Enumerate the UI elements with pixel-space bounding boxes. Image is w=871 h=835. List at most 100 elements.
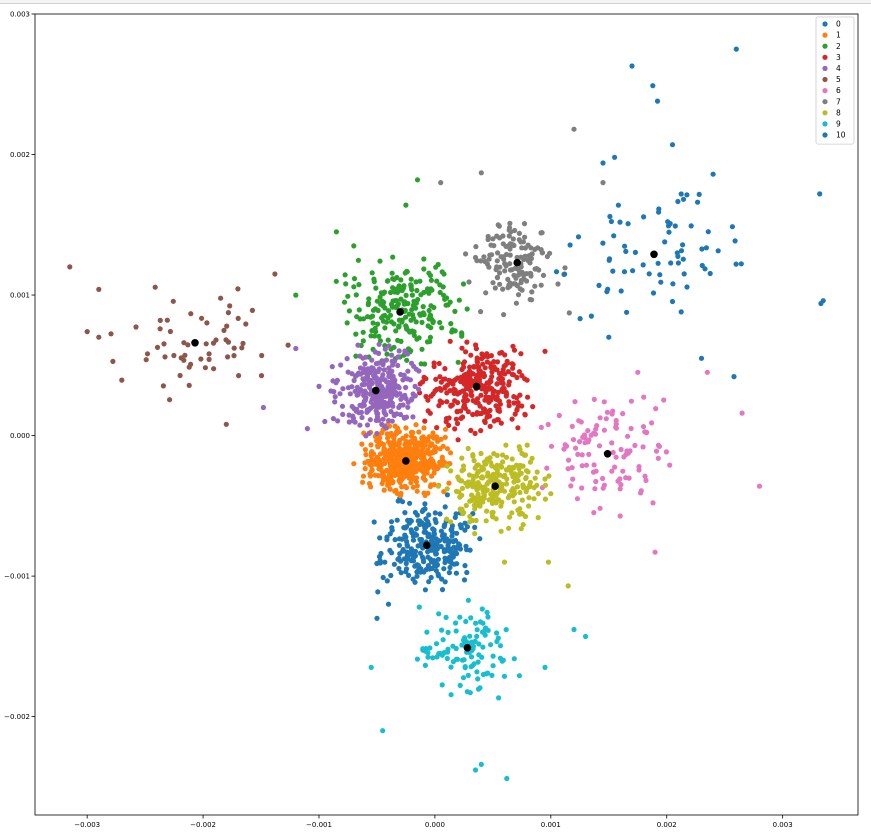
point-series-6 [642, 473, 648, 479]
point-series-9 [453, 620, 459, 626]
point-series-8 [490, 471, 496, 477]
point-series-3 [483, 388, 489, 394]
point-series-10 [608, 218, 615, 225]
point-series-7 [519, 287, 525, 293]
point-series-8 [476, 500, 483, 506]
point-series-4 [328, 388, 334, 394]
point-series-0 [438, 543, 444, 550]
x-tick-label: −0.002 [190, 821, 216, 829]
point-series-10 [666, 229, 672, 235]
point-series-2 [388, 289, 394, 296]
point-series-2 [437, 319, 443, 326]
point-series-6 [623, 451, 629, 457]
point-series-1 [391, 460, 397, 466]
point-series-9 [448, 692, 454, 698]
point-series-9 [477, 685, 483, 691]
point-series-2 [409, 292, 415, 298]
point-series-10 [703, 245, 710, 251]
point-series-6 [593, 468, 599, 474]
point-series-3 [530, 404, 536, 410]
point-series-1 [413, 422, 419, 428]
point-series-5 [235, 315, 241, 321]
point-series-2 [333, 229, 339, 235]
legend-marker [822, 110, 828, 116]
point-series-2 [377, 258, 383, 264]
point-series-3 [511, 394, 517, 400]
point-series-9 [500, 657, 506, 663]
point-series-7 [571, 126, 577, 132]
point-series-2 [367, 314, 374, 320]
point-series-1 [387, 477, 393, 483]
point-series-3 [417, 381, 423, 387]
point-series-0 [453, 570, 459, 576]
point-series-3 [455, 391, 461, 397]
point-series-1 [380, 477, 387, 483]
point-series-3 [464, 379, 470, 385]
point-series-7 [507, 252, 513, 258]
point-series-6 [609, 468, 615, 474]
point-series-1 [415, 452, 421, 458]
point-series-4 [379, 421, 385, 427]
point-series-4 [416, 386, 422, 392]
point-series-6 [577, 439, 583, 445]
point-series-10 [632, 249, 639, 255]
point-series-4 [357, 422, 363, 428]
series-0 [371, 492, 483, 621]
point-series-2 [410, 302, 416, 308]
point-series-2 [382, 325, 388, 331]
point-series-10 [729, 224, 736, 230]
point-series-7 [516, 230, 523, 236]
point-series-10 [658, 279, 664, 285]
point-series-8 [514, 484, 521, 490]
point-series-5 [227, 303, 233, 309]
legend-marker [822, 121, 828, 127]
point-series-1 [390, 464, 396, 470]
point-series-6 [604, 409, 611, 415]
point-series-6 [585, 428, 591, 434]
point-series-4 [337, 391, 343, 397]
point-series-6 [586, 451, 592, 457]
point-series-10 [698, 355, 705, 361]
point-series-2 [404, 326, 410, 332]
point-series-10 [669, 142, 676, 148]
point-series-8 [519, 497, 525, 503]
point-series-7 [485, 236, 491, 243]
point-series-6 [640, 444, 646, 450]
point-series-7 [513, 300, 520, 306]
point-series-6 [579, 463, 585, 469]
point-series-1 [384, 467, 390, 473]
point-series-6 [610, 408, 616, 414]
point-series-2 [385, 278, 391, 284]
point-series-3 [480, 361, 486, 367]
point-series-2 [398, 277, 404, 283]
point-series-5 [218, 295, 224, 301]
point-series-7 [506, 233, 512, 239]
point-series-1 [351, 461, 357, 467]
point-series-6 [642, 429, 648, 435]
point-series-10 [606, 334, 612, 340]
point-series-9 [422, 662, 428, 669]
point-series-3 [470, 411, 476, 418]
point-series-5 [110, 358, 116, 364]
point-series-0 [412, 548, 419, 555]
point-series-8 [525, 469, 531, 475]
point-series-8 [545, 559, 552, 565]
point-series-6 [613, 421, 619, 427]
point-series-2 [409, 287, 415, 293]
point-series-6 [545, 421, 551, 428]
point-series-6 [544, 465, 550, 471]
point-series-4 [332, 399, 338, 405]
point-series-5 [211, 366, 217, 372]
point-series-8 [493, 516, 499, 522]
point-series-7 [486, 256, 492, 262]
point-series-4 [344, 356, 350, 362]
point-series-0 [380, 574, 386, 581]
point-series-3 [474, 377, 480, 383]
point-series-3 [471, 363, 477, 370]
point-series-4 [383, 379, 390, 385]
point-series-4 [381, 367, 387, 373]
point-series-5 [119, 377, 125, 383]
point-series-2 [341, 299, 348, 305]
point-series-0 [457, 522, 463, 528]
point-series-6 [667, 462, 673, 468]
